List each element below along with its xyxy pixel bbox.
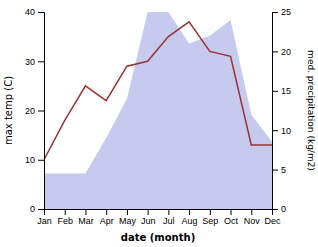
area [44,12,272,209]
tick: Jul [163,209,175,226]
tick-label: Jan [37,216,52,226]
tick-label: 25 [281,7,291,17]
tick-mark [85,209,86,215]
tick-mark [38,209,44,210]
tick-label: 0 [281,204,286,214]
tick-mark [65,209,66,215]
tick-mark [148,209,149,215]
tick: 25 [272,7,291,17]
tick-label: Jul [163,216,175,226]
y2-axis: 0 5 10 15 20 25 [272,7,291,214]
tick-mark [272,91,278,92]
tick: Mar [78,209,94,226]
y2-axis-title: med. precipitation (kg/m2) [306,50,316,171]
tick-mark [272,130,278,131]
tick: 15 [272,86,291,96]
tick-mark [231,209,232,215]
tick-label: 40 [25,7,35,17]
axis-line [273,13,279,210]
tick: Apr [100,209,114,226]
tick-label: Apr [100,216,114,226]
tick-label: May [119,216,137,226]
line [44,22,272,160]
tick: 0 [30,204,44,214]
tick-label: 15 [281,86,291,96]
tick: 5 [272,165,286,175]
x-axis-title: date (month) [121,232,195,243]
chart: JanFebMarAprMayJunJulAugSepOctNovDec0102… [0,0,318,247]
tick-label: 30 [25,57,35,67]
tick-mark [38,61,44,62]
tick-label: 5 [281,165,286,175]
tick: 20 [25,106,44,116]
tick: May [119,209,137,226]
tick-mark [127,209,128,215]
tick-label: Feb [57,216,73,226]
tick-label: 20 [281,47,291,57]
tick-mark [251,209,252,215]
tick: 10 [25,155,44,165]
tick: Dec [264,209,281,226]
marks [44,12,272,209]
tick: Jan [37,209,52,226]
tick-label: Nov [244,216,261,226]
tick: Aug [182,209,198,226]
tick: 30 [25,57,44,67]
tick-label: Mar [78,216,94,226]
tick: 40 [25,7,44,17]
tick-label: 10 [281,126,291,136]
tick-label: 0 [30,204,35,214]
tick: Sep [202,209,218,226]
plot: JanFebMarAprMayJunJulAugSepOctNovDec0102… [25,7,291,226]
tick-mark [272,170,278,171]
tick-mark [272,51,278,52]
tick: Jun [141,209,156,226]
tick-label: Aug [182,216,198,226]
tick-mark [168,209,169,215]
tick-label: 10 [25,155,35,165]
tick: Nov [244,209,261,226]
y-axis: 0 10 20 30 40 [25,7,45,214]
tick-label: Jun [141,216,156,226]
y-axis-title: max temp (C) [3,76,14,145]
tick-label: Oct [224,216,239,226]
x-axis: Jan Feb Mar Apr May Jun Jul Aug Sep Oct NovDec [37,209,281,226]
tick-label: Dec [264,216,281,226]
tick-label: Sep [202,216,218,226]
tick-mark [38,111,44,112]
tick-mark [210,209,211,215]
tick-mark [38,160,44,161]
axis-line [38,13,45,210]
tick: 10 [272,126,291,136]
tick-mark [106,209,107,215]
axis-line [45,210,273,216]
tick: 0 [272,204,286,214]
tick-mark [272,12,278,13]
tick-label: 20 [25,106,35,116]
tick: Oct [224,209,239,226]
tick-mark [272,209,278,210]
tick: 20 [272,47,291,57]
tick-mark [189,209,190,215]
tick: Feb [57,209,73,226]
tick-mark [38,12,44,13]
